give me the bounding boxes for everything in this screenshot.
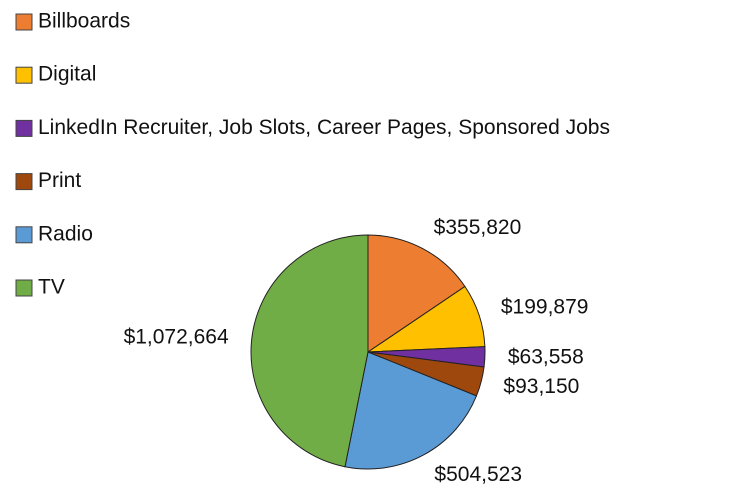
legend-swatch xyxy=(15,173,33,191)
legend-swatch xyxy=(15,226,33,244)
data-label: $199,879 xyxy=(501,295,589,318)
legend-label: Radio xyxy=(38,222,93,245)
legend-swatch xyxy=(15,66,33,84)
pie-slice xyxy=(344,351,478,470)
legend-label: Digital xyxy=(38,63,96,86)
data-label: $1,072,664 xyxy=(124,326,229,349)
data-label: $504,523 xyxy=(434,463,522,486)
pie-slice xyxy=(367,234,466,353)
data-label: $93,150 xyxy=(503,375,579,398)
data-label: $355,820 xyxy=(434,216,522,239)
legend-swatch xyxy=(15,119,33,137)
legend-swatch xyxy=(15,13,33,31)
legend-label: Billboards xyxy=(38,10,130,33)
legend-label: Print xyxy=(38,169,81,192)
legend-swatch xyxy=(15,279,33,297)
pie-slice xyxy=(250,234,369,468)
legend-label: LinkedIn Recruiter, Job Slots, Career Pa… xyxy=(38,116,610,139)
data-label: $63,558 xyxy=(508,345,584,368)
legend-label: TV xyxy=(38,276,65,299)
